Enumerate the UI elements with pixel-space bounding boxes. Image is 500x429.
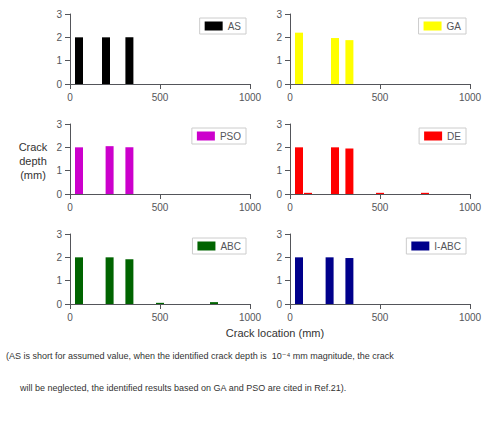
- svg-text:2: 2: [276, 252, 282, 263]
- svg-text:1: 1: [276, 165, 282, 176]
- svg-text:3: 3: [56, 9, 62, 20]
- svg-text:1: 1: [56, 165, 62, 176]
- svg-text:3: 3: [276, 9, 282, 20]
- svg-text:I-ABC: I-ABC: [434, 241, 461, 252]
- svg-text:0: 0: [56, 299, 62, 310]
- svg-text:2: 2: [276, 142, 282, 153]
- svg-text:0: 0: [287, 202, 293, 213]
- svg-text:1000: 1000: [239, 202, 262, 213]
- svg-text:2: 2: [56, 252, 62, 263]
- svg-text:DE: DE: [447, 131, 461, 142]
- svg-text:3: 3: [276, 229, 282, 240]
- svg-text:500: 500: [152, 312, 169, 323]
- svg-text:1: 1: [56, 275, 62, 286]
- svg-text:500: 500: [372, 312, 389, 323]
- svg-text:Crack: Crack: [19, 141, 48, 153]
- svg-text:1000: 1000: [459, 202, 482, 213]
- svg-text:2: 2: [56, 32, 62, 43]
- svg-text:AS: AS: [228, 21, 242, 32]
- svg-text:0: 0: [56, 189, 62, 200]
- svg-text:0: 0: [56, 79, 62, 90]
- svg-text:0: 0: [276, 299, 282, 310]
- svg-text:PSO: PSO: [220, 131, 241, 142]
- svg-text:GA: GA: [447, 21, 462, 32]
- svg-text:0: 0: [67, 312, 73, 323]
- svg-text:1000: 1000: [239, 92, 262, 103]
- svg-text:1: 1: [56, 55, 62, 66]
- svg-text:1: 1: [276, 55, 282, 66]
- svg-text:3: 3: [276, 119, 282, 130]
- svg-text:500: 500: [372, 202, 389, 213]
- svg-text:500: 500: [152, 202, 169, 213]
- svg-text:(mm): (mm): [20, 169, 46, 181]
- svg-text:(AS is short for assumed value: (AS is short for assumed value, when the…: [6, 351, 394, 361]
- svg-text:0: 0: [287, 92, 293, 103]
- svg-text:0: 0: [67, 202, 73, 213]
- svg-text:1000: 1000: [239, 312, 262, 323]
- svg-text:1: 1: [276, 275, 282, 286]
- svg-text:ABC: ABC: [220, 241, 241, 252]
- svg-text:Crack location (mm): Crack location (mm): [226, 327, 324, 339]
- svg-text:3: 3: [56, 229, 62, 240]
- svg-text:0: 0: [67, 92, 73, 103]
- svg-text:0: 0: [287, 312, 293, 323]
- svg-text:1000: 1000: [459, 312, 482, 323]
- svg-text:1000: 1000: [459, 92, 482, 103]
- svg-text:2: 2: [276, 32, 282, 43]
- svg-text:500: 500: [152, 92, 169, 103]
- svg-text:2: 2: [56, 142, 62, 153]
- svg-text:will be neglected, the identif: will be neglected, the identified result…: [19, 383, 346, 393]
- svg-text:0: 0: [276, 79, 282, 90]
- svg-text:500: 500: [372, 92, 389, 103]
- svg-text:3: 3: [56, 119, 62, 130]
- svg-text:0: 0: [276, 189, 282, 200]
- svg-text:depth: depth: [19, 155, 47, 167]
